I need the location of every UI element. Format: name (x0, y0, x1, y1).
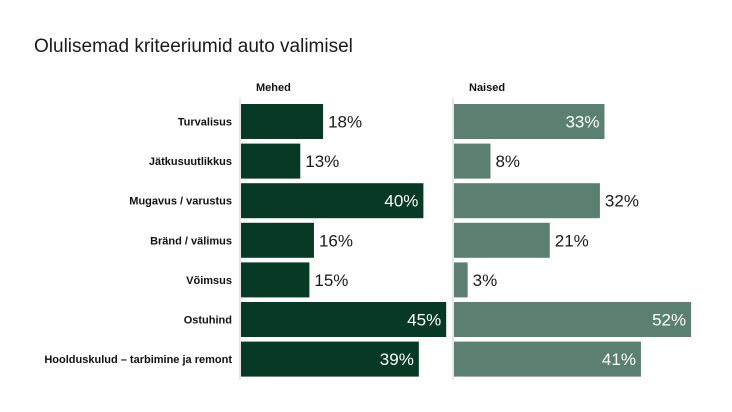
bar (241, 222, 314, 258)
bar (454, 104, 605, 139)
category-label: Turvalisus (178, 117, 232, 129)
data-label: 33% (565, 113, 599, 132)
data-label: 40% (384, 192, 418, 211)
data-label: 15% (314, 271, 348, 290)
bar (241, 143, 301, 179)
category-label: Mugavus / varustus (129, 196, 232, 208)
data-label: 18% (328, 113, 362, 132)
category-label: Hoolduskulud – tarbimine ja remont (44, 354, 232, 366)
bar (454, 262, 468, 298)
bar (241, 302, 447, 337)
bar (454, 302, 692, 337)
data-label: 45% (407, 311, 441, 330)
data-label: 13% (305, 152, 339, 171)
category-label: Võimsus (186, 275, 232, 287)
bar (454, 183, 600, 219)
data-label: 41% (602, 350, 636, 369)
category-label: Jätkusuutlikkus (149, 156, 232, 168)
bar (454, 341, 641, 377)
data-label: 21% (555, 231, 589, 250)
data-label: 8% (495, 152, 520, 171)
data-label: 16% (319, 231, 353, 250)
bar (454, 222, 550, 258)
data-label: 39% (380, 350, 414, 369)
bar (241, 104, 324, 139)
data-label: 52% (652, 311, 686, 330)
series-label: Mehed (256, 82, 291, 94)
bar (454, 143, 491, 179)
chart-title: Olulisemad kriteeriumid auto valimisel (34, 36, 353, 57)
category-label: Ostuhind (184, 315, 232, 327)
data-label: 3% (473, 271, 498, 290)
bar (241, 262, 310, 298)
bar (241, 341, 419, 377)
category-label: Bränd / välimus (150, 235, 232, 247)
data-label: 32% (605, 192, 639, 211)
series-label: Naised (469, 82, 505, 94)
bar (241, 183, 424, 219)
